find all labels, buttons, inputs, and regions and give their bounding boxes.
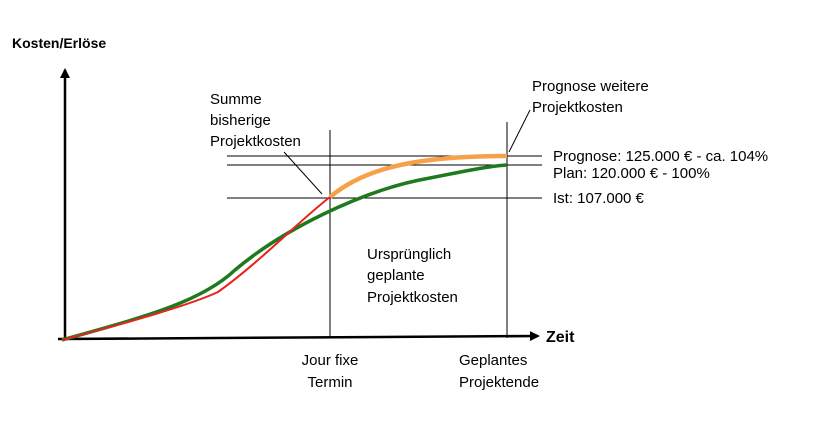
prognose-weitere-line-2: Projektkosten — [532, 99, 623, 116]
prognose-cost-curve — [328, 153, 508, 199]
jour-fixe-label-2: Termin — [307, 374, 352, 391]
summe-line-3: Projektkosten — [210, 133, 301, 150]
urspruenglich-line-3: Projektkosten — [367, 289, 458, 306]
x-axis — [57, 331, 540, 342]
y-axis-label: Kosten/Erlöse — [12, 35, 106, 51]
prognose-level-label: Prognose: 125.000 € - ca. 104% — [553, 148, 768, 165]
projektende-label-2: Projektende — [459, 374, 539, 391]
jour-fixe-label-1: Jour fixe — [302, 352, 359, 369]
urspruenglich-line-1: Ursprünglich — [367, 246, 451, 263]
projektende-label-1: Geplantes — [459, 352, 527, 369]
summe-pointer — [283, 151, 323, 195]
summe-line-1: Summe — [210, 91, 262, 108]
plan-level-label: Plan: 120.000 € - 100% — [553, 165, 710, 182]
summe-line-2: bisherige — [210, 112, 271, 129]
x-axis-label: Zeit — [546, 329, 575, 346]
urspruenglich-line-2: geplante — [367, 267, 425, 284]
prognose-weitere-pointer — [508, 109, 531, 153]
prognose-weitere-line-1: Prognose weitere — [532, 78, 649, 95]
ist-level-label: Ist: 107.000 € — [553, 190, 645, 207]
ist-cost-curve — [61, 196, 331, 341]
